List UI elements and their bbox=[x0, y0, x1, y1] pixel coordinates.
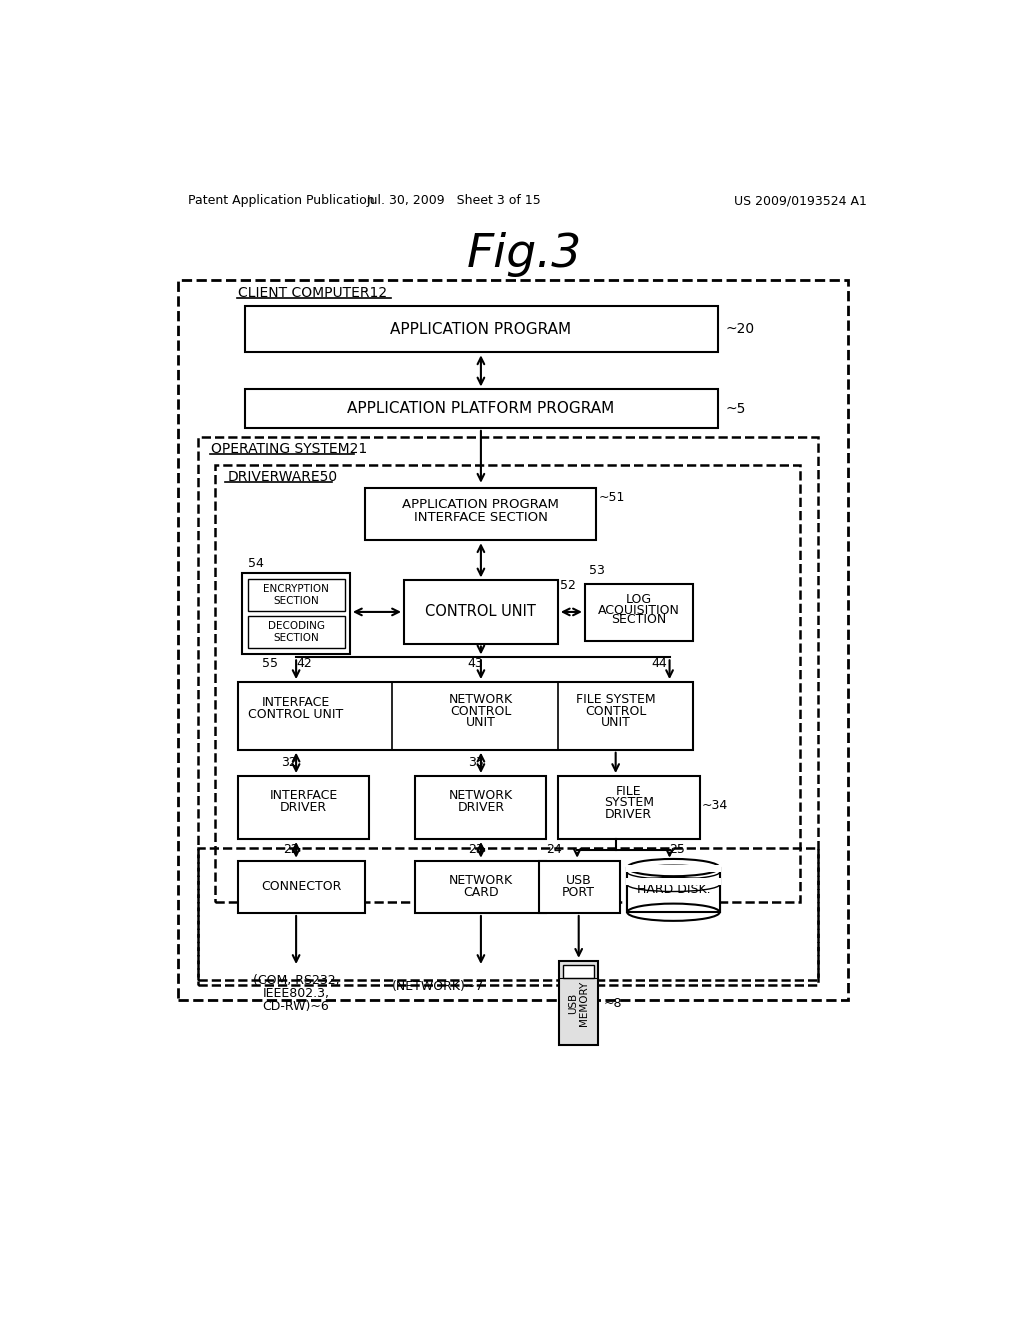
Text: CONTROL: CONTROL bbox=[585, 705, 646, 718]
Bar bbox=[239, 861, 366, 913]
Text: DECODING
SECTION: DECODING SECTION bbox=[267, 622, 325, 643]
Ellipse shape bbox=[628, 859, 720, 876]
Text: 22: 22 bbox=[283, 843, 299, 857]
Text: FILE SYSTEM: FILE SYSTEM bbox=[575, 693, 655, 706]
Text: 33: 33 bbox=[468, 756, 483, 770]
Text: SYSTEM: SYSTEM bbox=[604, 796, 653, 809]
Bar bbox=[243, 573, 350, 653]
Text: APPLICATION PROGRAM: APPLICATION PROGRAM bbox=[402, 499, 559, 511]
Bar bbox=[245, 306, 718, 352]
Text: ENCRYPTION
SECTION: ENCRYPTION SECTION bbox=[263, 585, 329, 606]
Bar bbox=[626, 878, 721, 884]
Bar bbox=[239, 682, 692, 750]
Bar bbox=[628, 866, 720, 911]
Bar bbox=[628, 867, 720, 912]
Bar bbox=[248, 615, 345, 648]
Text: (COM, RS232,: (COM, RS232, bbox=[253, 974, 339, 987]
Text: FILE: FILE bbox=[616, 785, 642, 797]
Bar bbox=[559, 961, 598, 1045]
Ellipse shape bbox=[628, 904, 720, 921]
Text: CARD: CARD bbox=[463, 886, 499, 899]
Text: SECTION: SECTION bbox=[611, 612, 667, 626]
Text: OPERATING SYSTEM21: OPERATING SYSTEM21 bbox=[211, 442, 368, 457]
Text: ~5: ~5 bbox=[726, 401, 746, 416]
Text: 24: 24 bbox=[547, 843, 562, 857]
Bar bbox=[626, 865, 721, 873]
Text: (NETWORK)~7: (NETWORK)~7 bbox=[392, 979, 484, 993]
Text: DRIVER: DRIVER bbox=[458, 801, 505, 814]
Text: 53: 53 bbox=[590, 564, 605, 577]
Text: ~34: ~34 bbox=[701, 799, 728, 812]
Text: INTERFACE: INTERFACE bbox=[262, 696, 330, 709]
Text: USB: USB bbox=[566, 874, 592, 887]
Text: NETWORK: NETWORK bbox=[449, 789, 513, 803]
Text: Fig.3: Fig.3 bbox=[467, 232, 583, 277]
Bar bbox=[248, 578, 345, 611]
Bar bbox=[199, 437, 818, 985]
Text: CONTROL UNIT: CONTROL UNIT bbox=[426, 605, 537, 619]
Text: ACQUISITION: ACQUISITION bbox=[598, 603, 680, 616]
Text: DRIVERWARE50: DRIVERWARE50 bbox=[227, 470, 338, 484]
Bar bbox=[416, 776, 547, 840]
Text: US 2009/0193524 A1: US 2009/0193524 A1 bbox=[734, 194, 867, 207]
Text: 42: 42 bbox=[296, 657, 312, 671]
Text: CONTROL: CONTROL bbox=[451, 705, 512, 718]
Bar bbox=[178, 280, 848, 1001]
Bar bbox=[366, 488, 596, 540]
Text: APPLICATION PROGRAM: APPLICATION PROGRAM bbox=[390, 322, 571, 337]
Text: DRIVER: DRIVER bbox=[281, 801, 328, 814]
Text: NETWORK: NETWORK bbox=[449, 693, 513, 706]
Text: INTERFACE SECTION: INTERFACE SECTION bbox=[414, 511, 548, 524]
Bar bbox=[215, 465, 801, 903]
Text: Patent Application Publication: Patent Application Publication bbox=[188, 194, 375, 207]
Bar bbox=[245, 389, 718, 428]
Text: DRIVER: DRIVER bbox=[605, 808, 652, 821]
Bar bbox=[585, 585, 692, 642]
Text: 23: 23 bbox=[468, 843, 483, 857]
Text: APPLICATION PLATFORM PROGRAM: APPLICATION PLATFORM PROGRAM bbox=[347, 401, 614, 416]
Text: USB
MEMORY: USB MEMORY bbox=[568, 981, 590, 1026]
Text: ~8: ~8 bbox=[604, 997, 623, 1010]
Text: 32: 32 bbox=[282, 756, 297, 770]
Text: 55: 55 bbox=[262, 657, 279, 671]
Text: ~20: ~20 bbox=[726, 322, 755, 337]
Text: CONNECTOR: CONNECTOR bbox=[261, 880, 342, 894]
Text: NETWORK: NETWORK bbox=[449, 874, 513, 887]
Text: Jul. 30, 2009   Sheet 3 of 15: Jul. 30, 2009 Sheet 3 of 15 bbox=[367, 194, 542, 207]
Bar bbox=[539, 861, 620, 913]
Text: 54: 54 bbox=[248, 557, 263, 570]
Bar bbox=[558, 776, 700, 840]
Bar bbox=[628, 867, 720, 912]
Text: 52: 52 bbox=[560, 579, 577, 593]
Text: HARD DISK.: HARD DISK. bbox=[637, 883, 711, 896]
Text: PORT: PORT bbox=[562, 886, 595, 899]
Text: INTERFACE: INTERFACE bbox=[269, 789, 338, 803]
Bar bbox=[239, 776, 370, 840]
Text: UNIT: UNIT bbox=[466, 717, 496, 730]
Text: 44: 44 bbox=[652, 657, 668, 671]
Text: CLIENT COMPUTER12: CLIENT COMPUTER12 bbox=[239, 286, 387, 300]
Text: CD-RW)~6: CD-RW)~6 bbox=[263, 1001, 330, 1014]
Text: CONTROL UNIT: CONTROL UNIT bbox=[249, 708, 344, 721]
Text: ~51: ~51 bbox=[599, 491, 625, 504]
Text: LOG: LOG bbox=[626, 593, 652, 606]
Text: UNIT: UNIT bbox=[601, 717, 631, 730]
Bar bbox=[416, 861, 547, 913]
Bar bbox=[199, 847, 818, 979]
Bar bbox=[403, 581, 558, 644]
Text: 25: 25 bbox=[670, 843, 685, 857]
Text: 43: 43 bbox=[467, 657, 482, 671]
Text: IEEE802.3,: IEEE802.3, bbox=[262, 987, 330, 1001]
Bar bbox=[563, 965, 594, 978]
